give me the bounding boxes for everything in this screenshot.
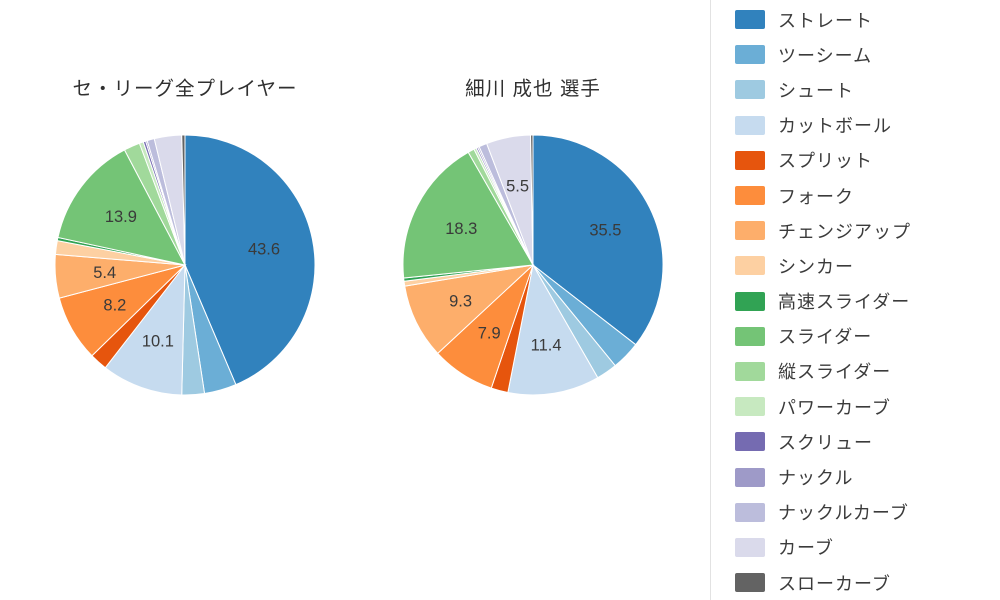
- legend-swatch: [735, 537, 765, 557]
- legend-swatch: [735, 10, 765, 30]
- legend-swatch: [735, 397, 765, 417]
- legend-label: ツーシーム: [778, 45, 873, 66]
- pie-value-label: 8.2: [103, 296, 126, 314]
- pie-value-label: 9.3: [449, 292, 472, 310]
- pie-slice-スライダー: [402, 151, 534, 279]
- legend-swatch: [735, 80, 765, 100]
- legend-item-ナックル[interactable]: ナックル: [735, 459, 1000, 494]
- legend-swatch: [735, 186, 765, 206]
- legend-item-高速スライダー[interactable]: 高速スライダー: [735, 284, 1000, 319]
- legend-swatch: [735, 573, 765, 593]
- legend-item-シンカー[interactable]: シンカー: [735, 248, 1000, 283]
- legend-swatch: [735, 467, 765, 487]
- legend-item-フォーク[interactable]: フォーク: [735, 178, 1000, 213]
- legend-label: スプリット: [778, 151, 873, 172]
- legend-swatch: [735, 221, 765, 241]
- pie-slice-スライダー: [57, 149, 186, 266]
- legend-swatch: [735, 432, 765, 452]
- legend-swatch: [735, 256, 765, 276]
- pie-value-label: 13.9: [105, 208, 137, 226]
- pie-slice-カットボール: [507, 263, 599, 396]
- legend-label: パワーカーブ: [778, 397, 891, 418]
- legend-label: シュート: [778, 80, 854, 101]
- pie-value-label: 18.3: [445, 220, 477, 238]
- legend-swatch: [735, 291, 765, 311]
- legend-label: ナックル: [778, 468, 854, 489]
- legend-item-縦スライダー[interactable]: 縦スライダー: [735, 354, 1000, 389]
- legend-label: フォーク: [778, 186, 854, 207]
- legend-item-ストレート[interactable]: ストレート: [735, 2, 1000, 37]
- pie-chart-league: 43.6 10.1 8.2 5.4 13.9: [54, 134, 316, 396]
- pie-chart-player: 35.5 11.4 7.9 9.3 18.3 5.5: [402, 134, 664, 396]
- legend-label: ナックルカーブ: [778, 503, 909, 524]
- legend-label: シンカー: [778, 256, 854, 277]
- pie-value-label: 10.1: [142, 333, 174, 351]
- legend: ストレートツーシームシュートカットボール スプリットフォークチェンジアップ シンカー…: [710, 0, 1000, 600]
- legend-label: スクリュー: [778, 432, 873, 453]
- legend-label: スライダー: [778, 327, 873, 348]
- pie-value-label: 35.5: [589, 221, 621, 239]
- pie-slice-スローカーブ: [181, 134, 186, 266]
- legend-label: チェンジアップ: [778, 221, 911, 242]
- pie-value-label: 43.6: [248, 241, 280, 259]
- legend-item-スクリュー[interactable]: スクリュー: [735, 424, 1000, 459]
- pie-value-label: 5.4: [93, 264, 116, 282]
- pie-slice-ストレート: [184, 134, 316, 386]
- legend-label: スローカーブ: [778, 573, 891, 594]
- legend-item-ナックルカーブ[interactable]: ナックルカーブ: [735, 495, 1000, 530]
- pie-slice-スローカーブ: [530, 134, 534, 266]
- legend-swatch: [735, 45, 765, 65]
- pie-title-player: 細川 成也 選手: [465, 78, 601, 100]
- legend-item-パワーカーブ[interactable]: パワーカーブ: [735, 389, 1000, 424]
- legend-label: 高速スライダー: [778, 292, 911, 313]
- legend-item-カットボール[interactable]: カットボール: [735, 108, 1000, 143]
- legend-item-カーブ[interactable]: カーブ: [735, 530, 1000, 565]
- legend-swatch: [735, 326, 765, 346]
- legend-swatch: [735, 502, 765, 522]
- legend-swatch: [735, 361, 765, 381]
- pie-title-league: セ・リーグ全プレイヤー: [72, 78, 298, 100]
- legend-label: 縦スライダー: [778, 362, 892, 383]
- legend-label: カットボール: [778, 116, 892, 137]
- legend-item-シュート[interactable]: シュート: [735, 72, 1000, 107]
- legend-swatch: [735, 150, 765, 170]
- legend-label: カーブ: [778, 538, 834, 559]
- legend-item-スライダー[interactable]: スライダー: [735, 319, 1000, 354]
- legend-item-スプリット[interactable]: スプリット: [735, 143, 1000, 178]
- pie-value-label: 5.5: [506, 178, 529, 196]
- pie-value-label: 7.9: [478, 324, 501, 342]
- legend-item-チェンジアップ[interactable]: チェンジアップ: [735, 213, 1000, 248]
- pie-slice-ストレート: [532, 134, 664, 346]
- pie-slice-カットボール: [104, 263, 186, 396]
- legend-swatch: [735, 115, 765, 135]
- legend-item-スローカーブ[interactable]: スローカーブ: [735, 565, 1000, 600]
- legend-label: ストレート: [778, 10, 873, 31]
- legend-item-ツーシーム[interactable]: ツーシーム: [735, 37, 1000, 72]
- pie-value-label: 11.4: [531, 336, 562, 354]
